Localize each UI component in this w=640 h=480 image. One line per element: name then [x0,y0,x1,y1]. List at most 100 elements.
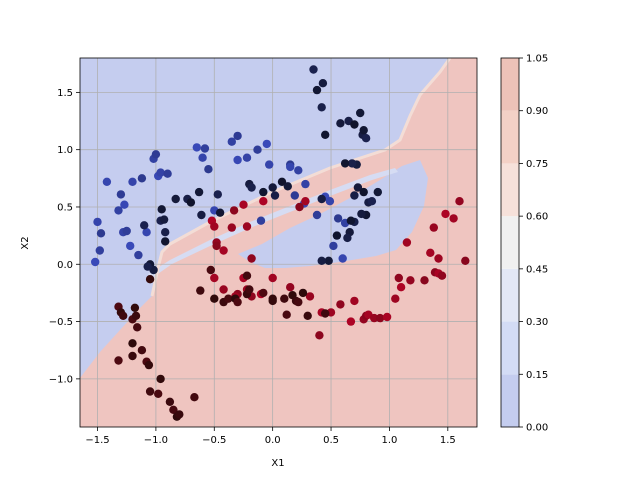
scatter-point [190,393,199,402]
scatter-point [262,139,271,149]
scatter-point [312,210,322,220]
scatter-point [242,153,252,162]
y-tick-label: 0.0 [57,260,73,271]
scatter-point [373,187,382,197]
scatter-point [224,294,233,303]
scatter-point [114,206,123,215]
x-tick-label: 0.5 [323,435,339,446]
scatter-point [233,131,242,141]
scatter-point [268,273,277,283]
scatter-point [429,223,438,232]
scatter-point [131,311,141,320]
scatter-point [282,310,291,319]
scatter-point [434,254,443,263]
scatter-point [265,160,274,169]
colorbar-tick-label: 0.45 [526,264,548,275]
scatter-point [305,292,315,301]
colorbar-tick-label: 1.05 [526,54,548,65]
scatter-point [116,190,126,199]
x-axis: −1.5 −1.0 −0.5 0.0 0.5 1.0 1.5 [85,427,456,446]
scatter-point [145,387,155,396]
scatter-point [186,198,196,207]
scatter-point [294,297,303,307]
scatter-point [133,323,142,332]
scatter-point [219,285,228,294]
scatter-point [324,256,333,265]
scatter-point [128,339,137,348]
colorbar-band [501,163,519,217]
scatter-point [196,286,205,295]
colorbar-frame [500,57,520,428]
scatter-point [449,214,458,223]
colorbar-band [501,268,519,322]
scatter-point [382,312,392,322]
scatter-point [194,187,204,197]
scatter-point [350,191,359,200]
x-tick-label: −1.5 [85,435,109,446]
scatter-point [114,356,123,365]
scatter-point [144,360,154,370]
scatter-point [283,182,292,191]
colorbar-tick-label: 0.30 [526,317,548,328]
scatter-point [247,254,256,263]
x-tick-label: −1.0 [144,435,168,446]
scatter-point [197,210,206,220]
scatter-point [259,187,268,197]
scatter-point [343,233,352,243]
scatter-point [137,174,147,183]
scatter-point [169,405,178,414]
scatter-point [367,197,377,206]
scatter-point [280,294,289,303]
scatter-point [161,228,170,237]
scatter-point [233,155,242,165]
scatter-point [347,159,357,168]
scatter-point [356,108,365,118]
scatter-point [420,276,429,285]
x-tick-label: 1.0 [381,435,397,446]
plot-area [80,58,477,427]
colorbar-tick-label: 0.60 [526,212,548,223]
scatter-point [391,294,400,303]
region-class0-pocket [238,160,428,268]
scatter-point [270,191,280,200]
scatter-point [318,79,328,88]
scatter-point [151,150,161,159]
scatter-point [402,238,412,247]
scatter-point [350,296,359,306]
colorbar-band [501,374,519,427]
colorbar-tick-label: 0.00 [526,423,548,434]
scatter-point [210,294,219,303]
scatter-point [294,166,303,175]
scatter-point [259,197,268,206]
scatter-point [426,248,435,257]
scatter-point [336,300,345,309]
scatter-point [336,119,345,128]
scatter-point [359,187,368,197]
scatter-point [329,241,338,251]
scatter-point [93,217,102,227]
scatter-point [171,194,180,204]
scatter-point [256,216,266,225]
scatter-point [353,183,363,192]
x-tick-label: 1.5 [440,435,456,446]
scatter-point [406,276,415,285]
scatter-point [128,351,137,361]
scatter-point [317,103,326,112]
scatter-point [233,297,242,307]
scatter-point [268,183,277,192]
y-tick-label: 0.5 [57,202,73,213]
x-axis-label: X1 [271,458,284,469]
scatter-point [333,214,343,223]
y-tick-label: 1.5 [57,88,73,99]
scatter-point [91,257,100,267]
scatter-point [219,246,228,255]
scatter-point [130,303,140,312]
y-axis-label: X2 [20,236,31,249]
scatter-point [102,177,112,186]
scatter-point [286,162,295,172]
scatter-point [332,231,342,240]
colorbar-tick-label: 0.75 [526,159,548,170]
scatter-points [91,65,470,421]
scatter-point [229,206,239,215]
